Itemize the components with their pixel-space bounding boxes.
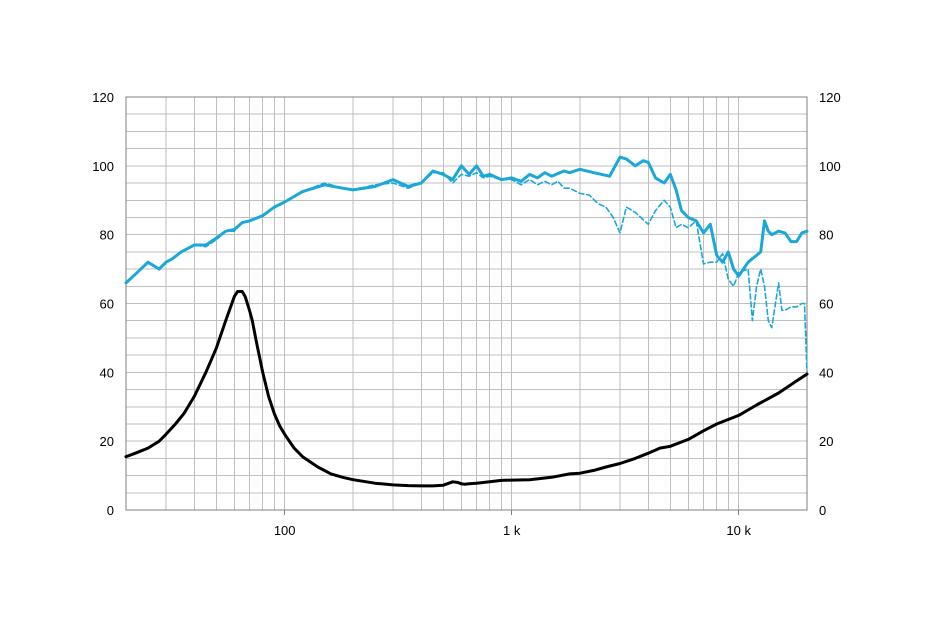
y-tick-label-right: 20 (819, 434, 833, 449)
x-tick-label: 1 k (503, 523, 521, 538)
y-tick-label-right: 0 (819, 503, 826, 518)
y-tick-label-left: 80 (100, 228, 114, 243)
y-tick-label-right: 120 (819, 90, 841, 105)
series-line-impedance (124, 290, 809, 488)
y-tick-label-right: 80 (819, 228, 833, 243)
y-tick-label-left: 0 (107, 503, 114, 518)
y-tick-label-right: 100 (819, 159, 841, 174)
y-tick-label-left: 20 (100, 434, 114, 449)
y-tick-label-right: 60 (819, 297, 833, 312)
y-tick-label-left: 120 (92, 90, 114, 105)
y-axis-right: 0 20 40 60 80 100 120 (819, 90, 841, 518)
plot-border (125, 96, 808, 511)
y-axis-left: 0 20 40 60 80 100 120 (92, 90, 114, 518)
plot-frame (125, 96, 808, 515)
y-tick-label-left: 100 (92, 159, 114, 174)
x-axis: 100 1 k 10 k (274, 523, 752, 538)
series-line-dashed-response (125, 171, 808, 374)
y-tick-label-right: 40 (819, 365, 833, 380)
x-tick-label: 100 (274, 523, 296, 538)
grid (125, 96, 808, 511)
series-group (124, 155, 809, 488)
y-tick-label-left: 60 (100, 297, 114, 312)
x-tick-label: 10 k (726, 523, 751, 538)
y-tick-label-left: 40 (100, 365, 114, 380)
